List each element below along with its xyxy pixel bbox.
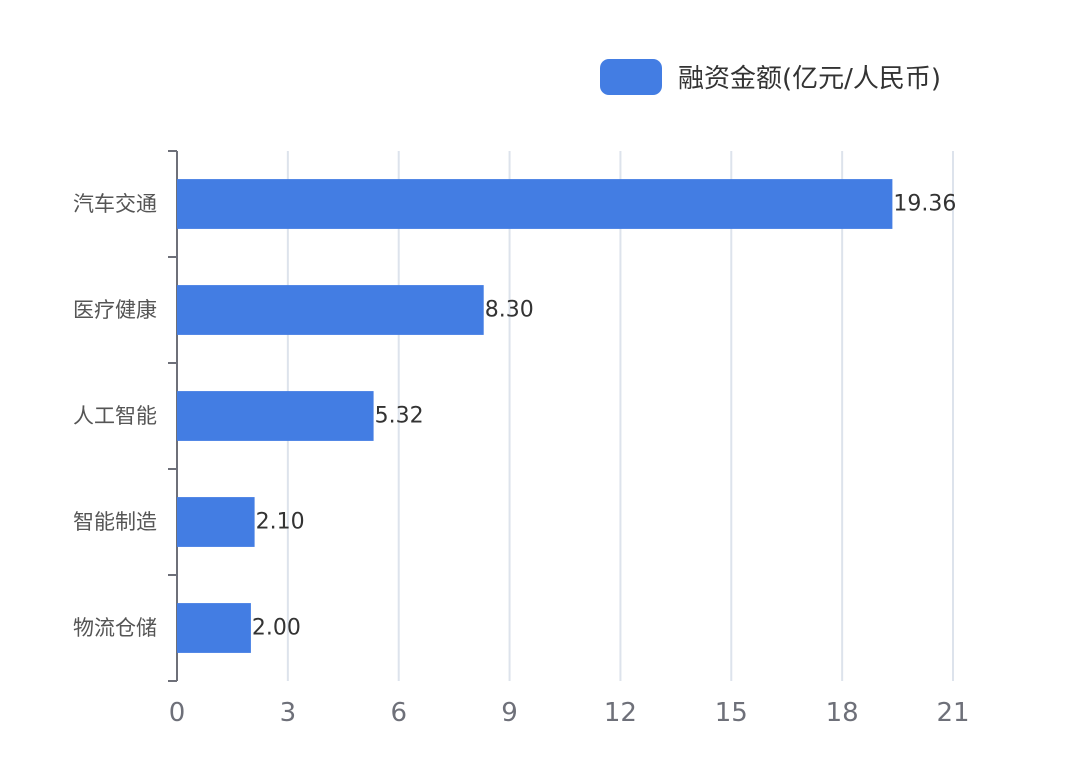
bar (177, 497, 255, 547)
category-label: 智能制造 (73, 510, 157, 534)
legend-swatch (600, 58, 662, 95)
x-tick-label: 15 (715, 698, 748, 728)
x-tick-label: 21 (936, 698, 969, 728)
x-tick-label: 12 (604, 698, 637, 728)
value-label: 2.10 (256, 510, 305, 535)
value-label: 8.30 (485, 298, 534, 323)
value-label: 2.00 (252, 616, 301, 641)
x-tick-label: 0 (169, 698, 186, 728)
category-label: 人工智能 (73, 404, 157, 428)
x-tick-label: 18 (826, 698, 859, 728)
legend-label: 融资金额(亿元/人民币) (678, 64, 942, 94)
bar (177, 179, 893, 229)
x-tick-label: 9 (501, 698, 518, 728)
category-label: 汽车交通 (73, 192, 157, 216)
legend[interactable]: 融资金额(亿元/人民币) (600, 58, 941, 95)
bar (177, 603, 251, 653)
bar (177, 285, 484, 335)
x-tick-label: 3 (280, 698, 297, 728)
value-label: 5.32 (375, 404, 424, 429)
bar (177, 391, 374, 441)
category-label: 医疗健康 (73, 298, 157, 322)
category-label: 物流仓储 (73, 616, 157, 640)
value-label: 19.36 (893, 192, 956, 217)
x-tick-label: 6 (390, 698, 407, 728)
